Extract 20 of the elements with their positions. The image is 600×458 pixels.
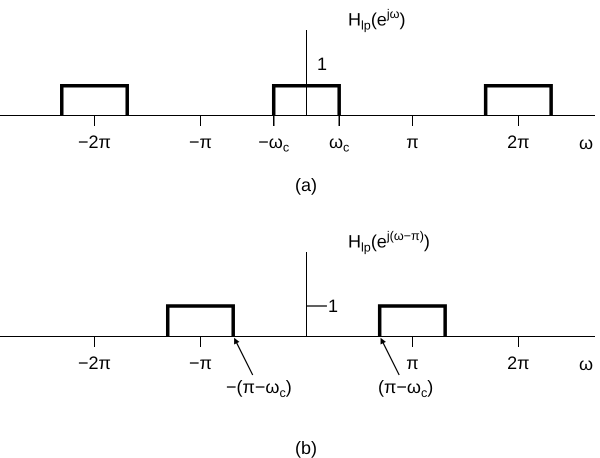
- annotation: 1: [317, 54, 328, 74]
- x-tick-label: π: [406, 352, 419, 373]
- annotation: −(π−ω$_{c}$): [226, 377, 292, 400]
- x-tick-label: −2π: [78, 352, 111, 373]
- x-tick-label: 2π: [507, 352, 530, 373]
- y-axis-title: H$_{lp}$(e$^{j(ω−π)}$): [348, 229, 430, 254]
- text: (b): [295, 438, 317, 458]
- x-tick-label: 2π: [507, 132, 530, 152]
- x-tick-label: −ω$_{c}$: [258, 132, 290, 155]
- x-tick-label: −π: [189, 132, 212, 152]
- x-tick-label: ω$_{c}$: [329, 132, 350, 155]
- x-tick-label: −2π: [78, 132, 111, 152]
- text: (a): [295, 175, 317, 195]
- annotation: 1: [328, 296, 338, 316]
- y-axis-title: H$_{lp}$(e$^{jω}$): [348, 7, 406, 32]
- x-axis-title: ω: [579, 354, 594, 374]
- annotation: (π−ω$_{c}$): [378, 377, 434, 400]
- x-tick-label: π: [406, 132, 419, 152]
- x-tick-label: −π: [189, 352, 212, 373]
- x-axis-title: ω: [579, 133, 594, 153]
